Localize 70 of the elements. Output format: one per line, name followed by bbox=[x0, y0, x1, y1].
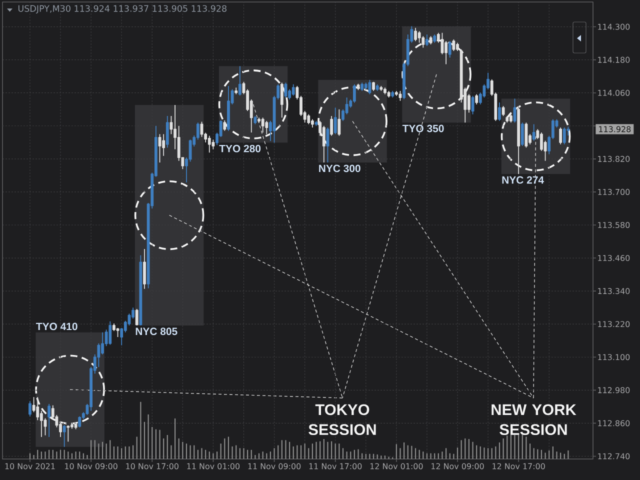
band-label: TYO 350 bbox=[402, 124, 444, 132]
candlestick bbox=[292, 84, 295, 96]
candlestick bbox=[40, 410, 43, 438]
candlestick bbox=[208, 135, 211, 154]
candlestick bbox=[322, 125, 326, 163]
candlestick bbox=[509, 114, 512, 124]
candlestick bbox=[532, 124, 536, 142]
candlestick bbox=[444, 40, 448, 65]
annotation: NEW YORK SESSION bbox=[492, 404, 576, 436]
candlestick bbox=[380, 86, 383, 92]
candlestick bbox=[364, 82, 368, 90]
candlestick bbox=[448, 40, 452, 58]
candlestick bbox=[311, 118, 314, 128]
candlestick bbox=[280, 82, 284, 118]
candlestick bbox=[520, 122, 524, 146]
candlestick bbox=[139, 254, 142, 326]
band-label: TYO 410 bbox=[36, 322, 78, 330]
candlestick bbox=[384, 87, 386, 95]
candlestick bbox=[559, 127, 562, 145]
candlestick bbox=[418, 30, 421, 44]
candlestick bbox=[254, 116, 257, 125]
candlestick bbox=[234, 87, 238, 95]
band-label: TYO 280 bbox=[219, 144, 261, 152]
candlestick bbox=[452, 38, 456, 52]
candlestick bbox=[258, 117, 260, 124]
candlestick bbox=[506, 116, 509, 124]
candlestick bbox=[108, 320, 112, 346]
candlestick bbox=[391, 90, 394, 98]
candlestick bbox=[376, 84, 379, 92]
candlestick bbox=[426, 34, 428, 46]
candlestick bbox=[502, 106, 505, 116]
annotation: TOKYO SESSION bbox=[308, 404, 376, 436]
candlestick bbox=[330, 116, 333, 136]
candlestick bbox=[307, 114, 310, 125]
candlestick bbox=[101, 332, 104, 355]
candlestick bbox=[414, 27, 417, 42]
candlestick bbox=[540, 132, 543, 152]
candlestick bbox=[143, 248, 146, 290]
candlestick bbox=[166, 116, 169, 148]
candlestick bbox=[48, 403, 51, 438]
candlestick bbox=[162, 134, 166, 156]
candlestick bbox=[498, 102, 501, 122]
candlestick bbox=[562, 127, 566, 145]
band-label: NYC 274 bbox=[502, 176, 544, 184]
candlestick bbox=[394, 90, 398, 96]
candlestick bbox=[475, 94, 478, 105]
candlestick bbox=[78, 416, 82, 428]
band-label: NYC 805 bbox=[136, 328, 178, 336]
candlestick bbox=[188, 139, 192, 162]
candlestick bbox=[352, 84, 356, 104]
chart-title: USDJPY,M30 113.924 113.937 113.905 113.928 bbox=[18, 5, 226, 14]
candlestick bbox=[223, 120, 226, 132]
candlestick bbox=[112, 323, 116, 332]
candlestick bbox=[456, 42, 459, 52]
candlestick bbox=[360, 82, 364, 92]
candlestick bbox=[261, 117, 264, 133]
candlestick bbox=[238, 66, 242, 96]
candlestick bbox=[97, 342, 100, 368]
candlestick bbox=[62, 424, 66, 448]
candlestick bbox=[265, 120, 268, 135]
candlestick bbox=[338, 108, 341, 136]
candlestick bbox=[28, 400, 32, 417]
candlestick bbox=[422, 36, 425, 48]
candlestick bbox=[36, 396, 40, 421]
candlestick bbox=[227, 86, 230, 132]
candlestick bbox=[334, 107, 337, 135]
candlestick bbox=[517, 107, 520, 175]
candlestick bbox=[433, 34, 436, 44]
band-label: NYC 300 bbox=[319, 164, 360, 172]
candlestick bbox=[135, 308, 138, 326]
